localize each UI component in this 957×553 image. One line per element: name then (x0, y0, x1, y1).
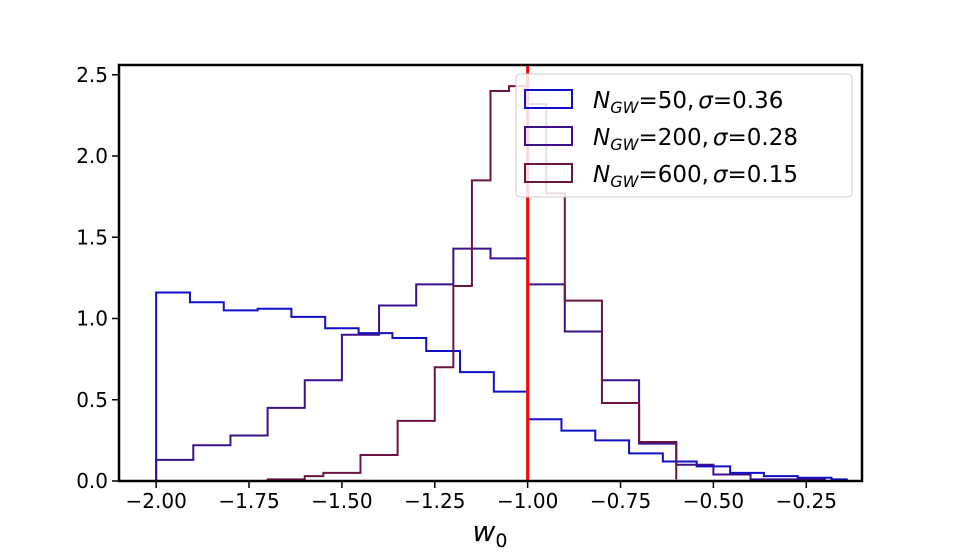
x-tick-label: −0.25 (776, 489, 837, 513)
histogram-series-3 (266, 85, 678, 481)
axes-layer: −2.00 −1.75 −1.50 −1.25 −1.00 −0.75 −0.50 −0.25… (76, 63, 864, 552)
x-tick-label: −1.75 (218, 489, 279, 513)
x-tick-label: −2.00 (126, 489, 187, 513)
x-tick-label: −1.00 (497, 489, 558, 513)
legend-swatch-3 (524, 163, 573, 183)
legend-label-1: NGW=50, σ=0.36 (593, 88, 783, 117)
x-tick-label: −0.75 (590, 489, 651, 513)
y-tick-label: 0.0 (76, 469, 108, 493)
legend-label-3: NGW=600, σ=0.15 (593, 162, 798, 191)
y-tick-label: 1.0 (76, 307, 108, 331)
legend: NGW=50, σ=0.36 NGW=200, σ=0.28 NGW=600, σ=0.1… (515, 73, 853, 198)
x-tick-label: −1.25 (404, 489, 465, 513)
y-tick-label: 2.0 (76, 144, 108, 168)
y-tick-label: 2.5 (76, 63, 108, 87)
x-tick-label: −1.50 (311, 489, 372, 513)
y-tick-label: 1.5 (76, 225, 108, 249)
plot-frame (117, 63, 864, 483)
legend-box (515, 73, 853, 198)
legend-swatch-2 (524, 126, 573, 146)
x-axis-label: w0 (473, 515, 508, 548)
histogram-series-2 (155, 247, 826, 481)
legend-label-2: NGW=200, σ=0.28 (593, 125, 798, 154)
x-tick-label: −0.50 (683, 489, 744, 513)
legend-swatch-1 (524, 89, 573, 109)
histogram-series-1 (155, 291, 848, 481)
series-layer (155, 85, 848, 481)
y-tick-label: 0.5 (76, 388, 108, 412)
